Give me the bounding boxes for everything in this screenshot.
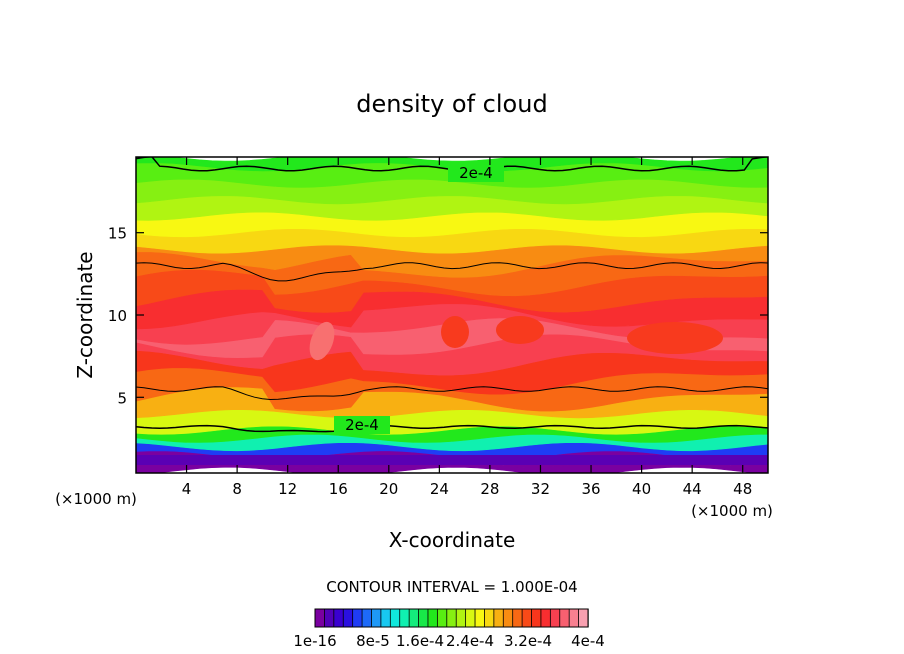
plot-area <box>136 157 768 473</box>
colorbar-cell-15 <box>455 608 467 628</box>
x-tick-label-12: 12 <box>278 480 297 498</box>
contour-line-3e4-lower <box>136 386 768 401</box>
colorbar-cell-11 <box>418 608 429 628</box>
chart-title: density of cloud <box>356 90 547 118</box>
colorbar-cell-21 <box>512 608 523 628</box>
colorbar-cell-6 <box>371 608 382 628</box>
colorbar-label-0: 1e-16 <box>293 632 336 650</box>
colorbar-cell-14 <box>446 608 457 628</box>
contour-line-2e4-bottom <box>136 424 768 433</box>
colorbar-cell-3 <box>342 608 354 628</box>
contour-label-top: 2e-4 <box>459 164 493 182</box>
contour-labels: 2e-4 2e-4 <box>334 164 504 434</box>
colorbar-cell-26 <box>559 608 570 628</box>
colorbar-cell-1 <box>324 608 335 628</box>
colorbar-cell-28 <box>578 608 589 628</box>
x-tick-label-44: 44 <box>683 480 702 498</box>
x-tick-label-40: 40 <box>632 480 651 498</box>
colorbar-cell-10 <box>408 608 420 628</box>
x-tick-label-16: 16 <box>329 480 348 498</box>
core-patch-3 <box>627 322 723 354</box>
y-tick-label-15: 15 <box>108 225 127 243</box>
y-tick-label-5: 5 <box>117 389 127 407</box>
x-unit-left: (×1000 m) <box>55 490 137 508</box>
x-tick-label-28: 28 <box>480 480 499 498</box>
x-axis-ticks: 4 8 12 16 20 24 28 32 36 40 44 48 <box>182 157 752 498</box>
x-tick-label-20: 20 <box>379 480 398 498</box>
core-max-blob <box>309 321 335 361</box>
colorbar-cell-25 <box>549 608 561 628</box>
contour-line-3e4-upper <box>136 262 768 282</box>
colorbar-cell-19 <box>493 608 504 628</box>
colorbar-cell-20 <box>502 608 514 628</box>
colorbar-cell-27 <box>568 608 580 628</box>
colorbar-cell-23 <box>531 608 542 628</box>
x-unit-right: (×1000 m) <box>691 502 773 520</box>
colorbar-label-1: 8e-5 <box>356 632 390 650</box>
contour-label-bg-2 <box>334 416 390 434</box>
core-patch-1 <box>441 316 469 348</box>
y-tick-label-10: 10 <box>108 307 127 325</box>
contour-band-17 <box>136 211 768 238</box>
colorbar-cell-12 <box>427 608 439 628</box>
colorbar-cell-5 <box>361 608 373 628</box>
colorbar-label-3: 2.4e-4 <box>446 632 494 650</box>
colorbar-label-2: 1.6e-4 <box>396 632 444 650</box>
x-tick-label-8: 8 <box>232 480 242 498</box>
core-highlight <box>309 316 723 361</box>
y-axis-label: Z-coordinate <box>73 251 97 378</box>
x-tick-label-32: 32 <box>531 480 550 498</box>
colorbar-labels: 1e-16 8e-5 1.6e-4 2.4e-4 3.2e-4 4e-4 <box>293 632 605 650</box>
colorbar-cell-4 <box>352 608 363 628</box>
colorbar-label-4: 3.2e-4 <box>504 632 552 650</box>
contour-label-bottom: 2e-4 <box>345 416 379 434</box>
contour-label-bg-1 <box>448 164 504 182</box>
colorbar <box>314 608 589 628</box>
colorbar-cell-7 <box>380 608 392 628</box>
colorbar-cell-18 <box>484 608 495 628</box>
x-tick-label-48: 48 <box>733 480 752 498</box>
colorbar-cell-2 <box>333 608 344 628</box>
y-axis-ticks: 5 10 15 <box>108 225 768 407</box>
core-patch-2 <box>496 316 544 344</box>
ground-strip <box>136 455 768 465</box>
colorbar-frame <box>314 608 589 628</box>
x-tick-label-36: 36 <box>581 480 600 498</box>
x-tick-label-24: 24 <box>430 480 449 498</box>
colorbar-cell-17 <box>474 608 486 628</box>
colorbar-cell-13 <box>436 608 448 628</box>
colorbar-label-5: 4e-4 <box>571 632 605 650</box>
colorbar-cell-9 <box>399 608 410 628</box>
contour-interval-text: CONTOUR INTERVAL = 1.000E-04 <box>326 578 577 596</box>
colorbar-cell-8 <box>389 608 401 628</box>
colorbar-cell-0 <box>314 608 326 628</box>
ground-noise <box>136 455 768 465</box>
colorbar-cell-24 <box>540 608 552 628</box>
colorbar-cell-16 <box>465 608 476 628</box>
x-tick-label-4: 4 <box>182 480 192 498</box>
colorbar-cell-22 <box>521 608 533 628</box>
x-axis-label: X-coordinate <box>389 528 516 552</box>
